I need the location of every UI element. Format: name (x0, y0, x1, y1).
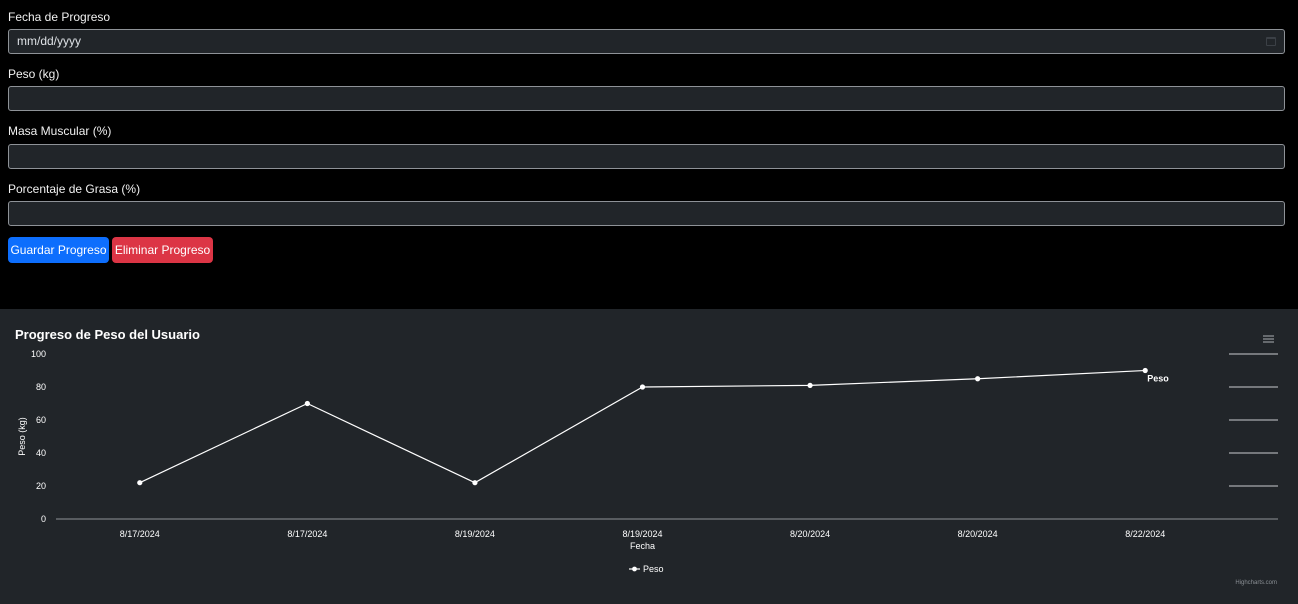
weight-label: Peso (kg) (8, 67, 60, 81)
data-point (137, 480, 143, 486)
y-tick-label: 60 (36, 415, 46, 425)
chart-credit[interactable]: Highcharts.com (1235, 580, 1277, 586)
progress-form: Fecha de Progreso mm/dd/yyyy Peso (kg) M… (8, 10, 1285, 263)
muscle-label: Masa Muscular (%) (8, 124, 112, 138)
series-end-label: Peso (1147, 374, 1169, 384)
date-label: Fecha de Progreso (8, 10, 111, 24)
x-tick-label: 8/19/2024 (455, 529, 495, 539)
fat-field[interactable] (8, 201, 1285, 226)
date-placeholder: mm/dd/yyyy (17, 34, 82, 48)
data-point (1142, 367, 1148, 374)
x-axis-title: Fecha (630, 541, 655, 551)
save-button[interactable]: Guardar Progreso (8, 237, 109, 263)
chart-svg: Progreso de Peso del Usuario 0 20 40 60 80 100… (15, 327, 1278, 574)
x-tick-label: 8/20/2024 (958, 529, 998, 539)
y-axis-title: Peso (kg) (17, 417, 27, 456)
legend-marker (632, 566, 637, 572)
y-tick-label: 0 (41, 514, 46, 524)
data-point (975, 376, 981, 382)
weight-field[interactable] (8, 86, 1285, 111)
y-tick-label: 40 (36, 448, 46, 458)
data-point (472, 480, 478, 486)
y-tick-label: 100 (31, 349, 46, 359)
weight-chart: Progreso de Peso del Usuario 0 20 40 60 80 100… (0, 309, 1298, 604)
delete-button[interactable]: Eliminar Progreso (112, 237, 213, 263)
x-tick-label: 8/19/2024 (622, 529, 662, 539)
calendar-icon[interactable] (1266, 37, 1276, 46)
x-tick-label: 8/20/2024 (790, 529, 830, 539)
x-tick-label: 8/17/2024 (120, 529, 160, 539)
data-point (807, 382, 813, 388)
y-tick-label: 20 (36, 481, 46, 491)
legend-item-peso: Peso (643, 564, 664, 574)
x-tick-label: 8/17/2024 (287, 529, 327, 539)
muscle-field[interactable] (8, 144, 1285, 169)
x-tick-label: 8/22/2024 (1125, 529, 1165, 539)
menu-icon[interactable] (1263, 335, 1274, 343)
chart-title: Progreso de Peso del Usuario (15, 327, 200, 342)
date-field[interactable]: mm/dd/yyyy (8, 29, 1285, 54)
fat-label: Porcentaje de Grasa (%) (8, 182, 141, 196)
data-point (304, 400, 310, 407)
y-tick-label: 80 (36, 382, 46, 392)
data-point (639, 384, 646, 390)
